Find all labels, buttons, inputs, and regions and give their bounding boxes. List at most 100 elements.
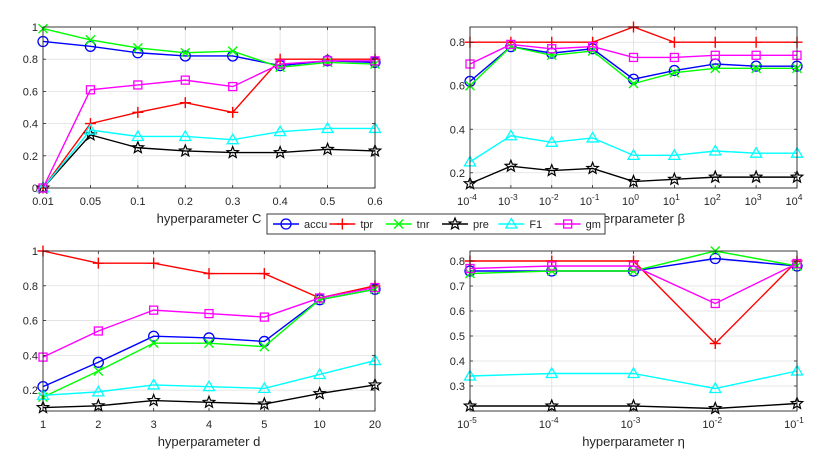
- data-point-tpr: [203, 268, 215, 280]
- data-point-pre: [667, 171, 682, 186]
- data-point-tpr: [709, 338, 721, 349]
- series-line-pre: [469, 165, 797, 185]
- data-point-F1: [626, 366, 641, 379]
- series-line-pre: [42, 384, 376, 409]
- data-point-tpr: [148, 257, 160, 269]
- data-point-gm: [149, 305, 159, 315]
- data-point-tnr: [710, 63, 721, 74]
- series-gm: [465, 39, 802, 69]
- data-point-F1: [320, 121, 335, 134]
- data-point-pre: [503, 158, 519, 173]
- data-point-pre: [748, 169, 764, 184]
- data-point-F1: [545, 135, 559, 147]
- data-point-tnr: [132, 42, 143, 53]
- x-tick-label: 0.4: [272, 196, 287, 208]
- data-point-tpr: [668, 36, 680, 48]
- data-point-gm: [547, 44, 557, 54]
- x-tick-label: 0.01: [32, 196, 53, 208]
- x-tick-label: 10: [314, 419, 326, 431]
- data-point-gm: [506, 39, 516, 50]
- data-point-F1: [749, 146, 763, 158]
- data-point-accu: [750, 60, 762, 72]
- data-point-tnr: [93, 366, 104, 376]
- x-tick-label: 0.05: [80, 196, 101, 208]
- x-axis-label: hyperparameter C: [157, 211, 262, 226]
- x-tick-label: 0.5: [320, 196, 335, 208]
- data-point-tpr: [709, 36, 721, 48]
- data-point-gm: [628, 52, 639, 63]
- y-tick-label: 0.6: [450, 306, 465, 318]
- x-tick-label: 10-1: [784, 415, 804, 431]
- x-tick-label: 101: [663, 192, 680, 208]
- data-point-pre: [544, 162, 560, 177]
- data-point-F1: [708, 381, 722, 394]
- y-tick-label: 0.8: [23, 281, 38, 293]
- data-point-gm: [322, 56, 333, 66]
- y-tick-label: 1: [32, 22, 38, 34]
- x-tick-label: 10-1: [580, 192, 600, 208]
- data-point-gm: [628, 261, 639, 271]
- data-point-gm: [315, 293, 325, 303]
- legend-marker-F1: [504, 217, 518, 229]
- legend-label: F1: [529, 219, 542, 231]
- series-line-gm: [42, 286, 376, 358]
- data-point-tpr: [274, 53, 286, 65]
- legend-item-pre: pre: [442, 216, 489, 231]
- data-point-tnr: [180, 47, 191, 58]
- data-point-tnr: [669, 67, 680, 78]
- data-point-F1: [504, 128, 518, 141]
- data-point-tnr: [628, 78, 639, 89]
- legend-marker-accu: [280, 218, 292, 230]
- data-point-pre: [201, 394, 217, 409]
- series-F1: [463, 128, 804, 167]
- x-tick-label: 0.3: [225, 196, 240, 208]
- legend-marker-tnr: [393, 219, 404, 229]
- data-point-F1: [708, 144, 722, 156]
- series-line-F1: [42, 127, 375, 189]
- data-point-tnr: [204, 338, 214, 349]
- data-point-pre: [585, 160, 600, 175]
- y-tick-label: 0.2: [23, 385, 38, 397]
- y-tick-label: 0.5: [450, 331, 465, 343]
- chart-panel-3: 0.2 0.4 0.6 0.8 1 1 2 3 4 5 10 20 hyperparameter d: [23, 245, 383, 449]
- x-tick-label: 10-3: [498, 192, 518, 208]
- data-point-F1: [273, 124, 287, 137]
- y-tick-label: 0.6: [23, 316, 38, 328]
- series-line-accu: [469, 45, 797, 82]
- y-tick-label: 1: [32, 246, 38, 258]
- legend-label: pre: [473, 219, 489, 231]
- series-line-gm: [469, 43, 797, 65]
- data-point-tnr: [546, 266, 557, 276]
- data-point-gm: [751, 50, 761, 60]
- chart-panel-4: 0.3 0.4 0.5 0.6 0.7 0.8 10-5 10-4 10-3 10-2 10-1 hy…: [450, 246, 805, 449]
- legend-item-F1: F1: [498, 217, 542, 231]
- data-point-gm: [710, 298, 720, 309]
- data-point-pre: [257, 396, 272, 411]
- data-point-F1: [585, 131, 600, 143]
- data-point-pre: [320, 141, 335, 156]
- legend-label: tnr: [417, 219, 430, 231]
- data-point-F1: [257, 381, 271, 394]
- x-tick-label: 100: [622, 192, 639, 208]
- data-point-F1: [83, 123, 98, 135]
- data-point-tnr: [259, 341, 270, 352]
- data-point-accu: [148, 330, 160, 342]
- data-point-accu: [668, 64, 681, 77]
- legend-item-tnr: tnr: [385, 219, 430, 231]
- x-tick-label: 3: [151, 419, 157, 431]
- data-point-accu: [179, 50, 191, 62]
- data-point-gm: [85, 85, 96, 95]
- data-point-pre: [178, 143, 193, 158]
- x-tick-label: 2: [95, 419, 101, 431]
- data-point-tnr: [85, 34, 96, 45]
- x-tick-label: 10-4: [457, 192, 477, 208]
- data-point-gm: [259, 312, 269, 322]
- data-point-tpr: [92, 257, 104, 269]
- x-tick-label: 102: [704, 192, 721, 208]
- data-point-tpr: [179, 97, 191, 109]
- data-point-F1: [226, 132, 240, 145]
- data-point-accu: [92, 356, 104, 368]
- y-tick-label: 0: [32, 183, 38, 195]
- data-point-gm: [180, 75, 190, 85]
- data-point-tnr: [751, 63, 762, 74]
